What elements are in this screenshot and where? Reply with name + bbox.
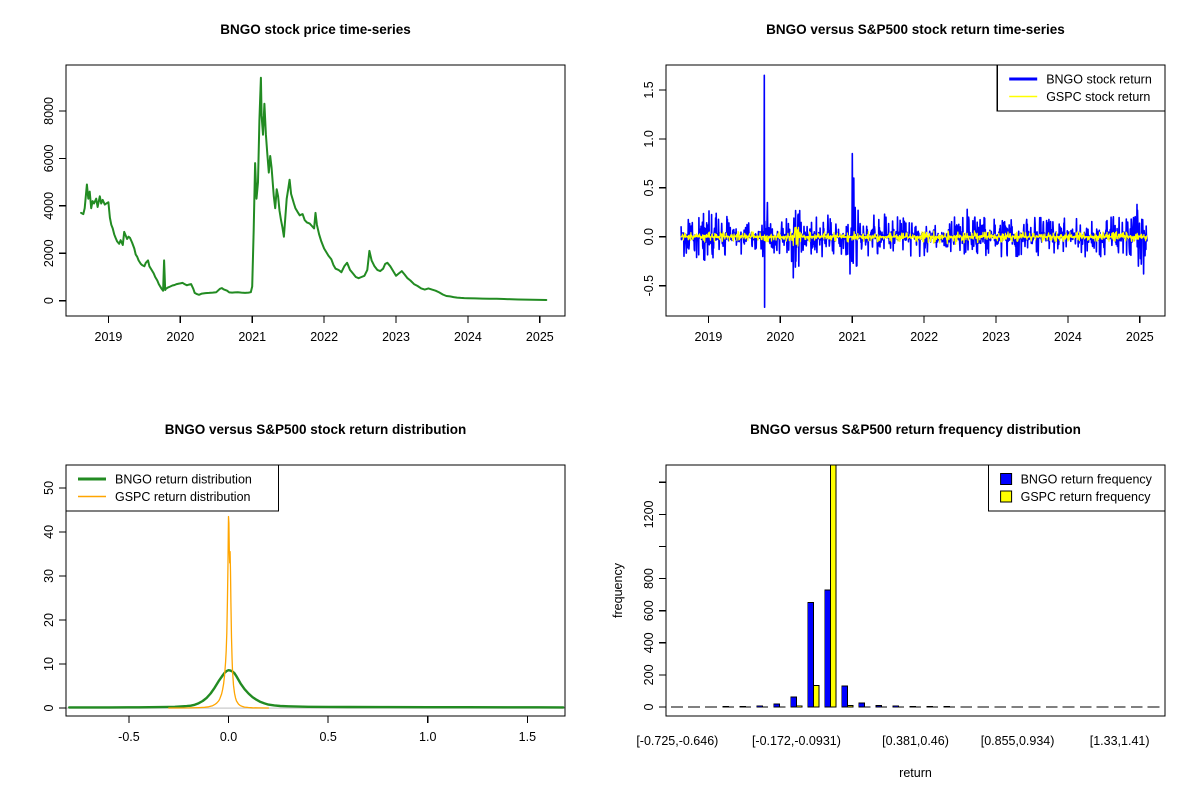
svg-text:0: 0 bbox=[42, 297, 56, 304]
svg-text:20: 20 bbox=[42, 613, 56, 627]
svg-text:2019: 2019 bbox=[695, 330, 723, 344]
svg-text:BNGO stock return: BNGO stock return bbox=[1046, 73, 1152, 87]
svg-text:200: 200 bbox=[642, 664, 656, 685]
svg-text:2025: 2025 bbox=[1126, 330, 1154, 344]
svg-text:0.5: 0.5 bbox=[319, 730, 336, 744]
svg-text:1.5: 1.5 bbox=[642, 81, 656, 98]
svg-text:2020: 2020 bbox=[766, 330, 794, 344]
svg-text:2022: 2022 bbox=[910, 330, 938, 344]
svg-text:400: 400 bbox=[642, 632, 656, 653]
svg-text:1.0: 1.0 bbox=[419, 730, 436, 744]
svg-text:BNGO return distribution: BNGO return distribution bbox=[115, 473, 252, 487]
svg-text:GSPC return frequency: GSPC return frequency bbox=[1021, 490, 1152, 504]
svg-text:0.5: 0.5 bbox=[642, 179, 656, 196]
svg-text:2022: 2022 bbox=[310, 330, 338, 344]
svg-text:2025: 2025 bbox=[526, 330, 554, 344]
svg-text:40: 40 bbox=[42, 525, 56, 539]
svg-text:6000: 6000 bbox=[42, 144, 56, 172]
svg-text:2023: 2023 bbox=[982, 330, 1010, 344]
svg-text:[0.855,0.934): [0.855,0.934) bbox=[981, 734, 1055, 748]
svg-text:return: return bbox=[899, 766, 932, 780]
svg-text:0.0: 0.0 bbox=[220, 730, 237, 744]
svg-text:-0.5: -0.5 bbox=[642, 275, 656, 297]
svg-text:10: 10 bbox=[42, 657, 56, 671]
returns-chart-plot: 2019 2020 2021 2022 2023 2024 2025 -0.5 0.0 0.5 1.… bbox=[642, 64, 1166, 344]
svg-text:30: 30 bbox=[42, 569, 56, 583]
svg-text:0: 0 bbox=[642, 703, 656, 710]
svg-text:[-0.725,-0.646): [-0.725,-0.646) bbox=[636, 734, 718, 748]
svg-text:0.0: 0.0 bbox=[642, 228, 656, 245]
svg-text:8000: 8000 bbox=[42, 97, 56, 125]
frequency-chart-title: BNGO versus S&P500 return frequency dist… bbox=[750, 422, 1081, 437]
svg-text:[-0.172,-0.0931): [-0.172,-0.0931) bbox=[752, 734, 841, 748]
price-chart-panel: BNGO stock price time-series 2019 2020 202… bbox=[0, 0, 600, 400]
svg-text:2024: 2024 bbox=[454, 330, 482, 344]
svg-text:800: 800 bbox=[642, 568, 656, 589]
frequency-chart-panel: BNGO versus S&P500 return frequency dist… bbox=[600, 400, 1200, 800]
svg-text:2021: 2021 bbox=[838, 330, 866, 344]
svg-text:2020: 2020 bbox=[166, 330, 194, 344]
svg-text:2021: 2021 bbox=[238, 330, 266, 344]
returns-chart-panel: BNGO versus S&P500 stock return time-ser… bbox=[600, 0, 1200, 400]
svg-text:2023: 2023 bbox=[382, 330, 410, 344]
svg-text:50: 50 bbox=[42, 481, 56, 495]
svg-text:frequency: frequency bbox=[611, 562, 625, 618]
density-chart-plot: -0.5 0.0 0.5 1.0 1.5 0 10 20 30 40 50 BNGO return d… bbox=[42, 464, 566, 744]
svg-text:600: 600 bbox=[642, 600, 656, 621]
density-chart-panel: BNGO versus S&P500 stock return distribu… bbox=[0, 400, 600, 800]
svg-text:1.0: 1.0 bbox=[642, 130, 656, 147]
svg-text:[1.33,1.41): [1.33,1.41) bbox=[1090, 734, 1150, 748]
svg-text:[0.381,0.46): [0.381,0.46) bbox=[882, 734, 949, 748]
svg-text:1200: 1200 bbox=[642, 500, 656, 528]
svg-text:BNGO return frequency: BNGO return frequency bbox=[1021, 473, 1153, 487]
svg-text:4000: 4000 bbox=[42, 192, 56, 220]
svg-text:1.5: 1.5 bbox=[519, 730, 536, 744]
svg-text:2000: 2000 bbox=[42, 239, 56, 267]
svg-text:2024: 2024 bbox=[1054, 330, 1082, 344]
svg-text:2019: 2019 bbox=[95, 330, 123, 344]
svg-text:GSPC stock return: GSPC stock return bbox=[1046, 90, 1150, 104]
svg-text:0: 0 bbox=[42, 705, 56, 712]
svg-text:GSPC return distribution: GSPC return distribution bbox=[115, 490, 251, 504]
returns-chart-title: BNGO versus S&P500 stock return time-ser… bbox=[766, 22, 1065, 37]
frequency-chart-plot: 0 200 400 600 800 1200 return frequency [-0.725,… bbox=[611, 464, 1166, 780]
svg-text:-0.5: -0.5 bbox=[118, 730, 140, 744]
price-chart-plot: 2019 2020 2021 2022 2023 2024 2025 0 2000 4000 600… bbox=[42, 64, 566, 344]
density-chart-title: BNGO versus S&P500 stock return distribu… bbox=[164, 422, 467, 437]
price-chart-title: BNGO stock price time-series bbox=[220, 22, 411, 37]
